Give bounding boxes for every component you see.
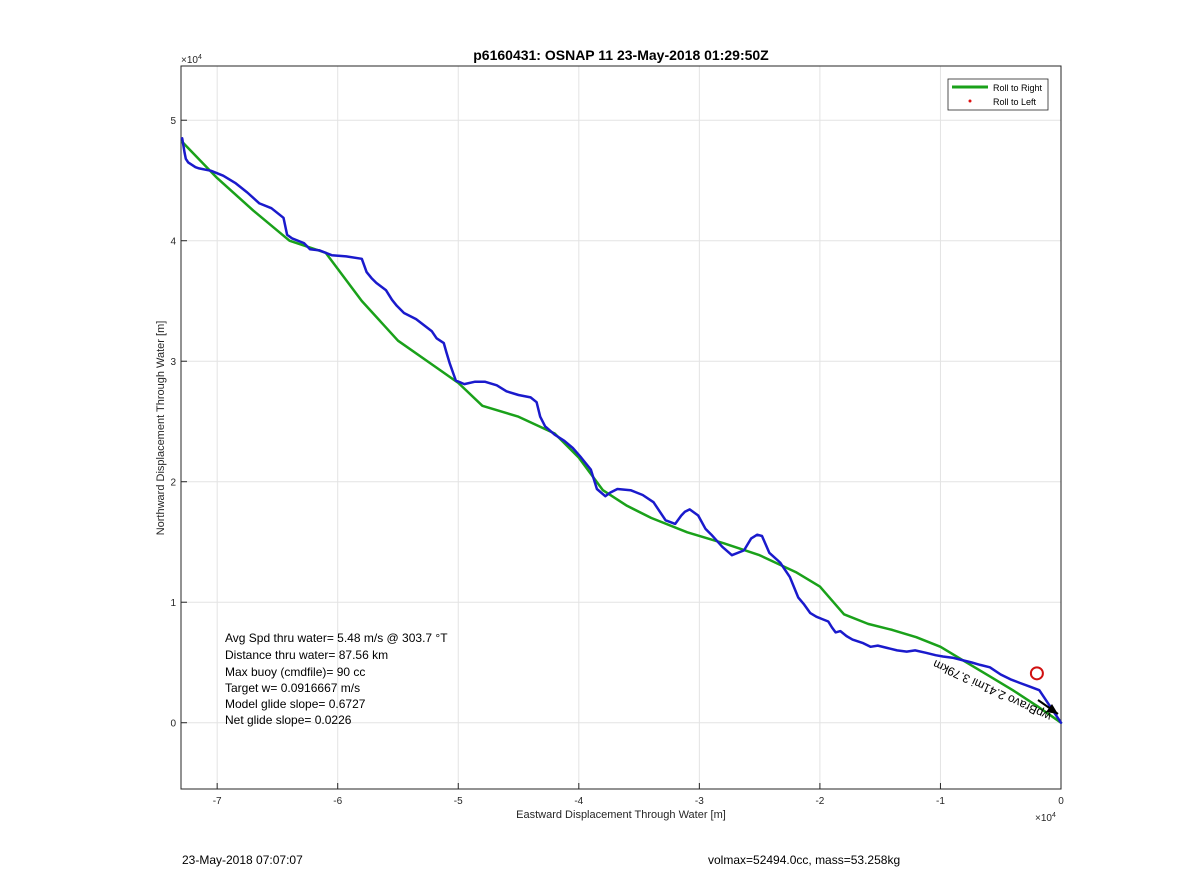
y-tick-label: 4	[170, 237, 176, 248]
x-tick-label: -3	[695, 796, 704, 807]
heading-arrow	[1037, 699, 1059, 715]
stats-block: Avg Spd thru water= 5.48 m/s @ 303.7 °T …	[225, 631, 448, 727]
y-exponent-label: ×104	[181, 54, 202, 66]
x-tick-label: -2	[815, 796, 824, 807]
y-tick-label: 2	[170, 478, 176, 489]
stat-distance: Distance thru water= 87.56 km	[225, 648, 388, 662]
y-tick-label: 3	[170, 357, 176, 368]
legend: Roll to Right Roll to Left	[947, 78, 1049, 111]
grid-lines	[181, 66, 1062, 789]
x-tick-label: -5	[454, 796, 463, 807]
stat-target-w: Target w= 0.0916667 m/s	[225, 681, 360, 695]
legend-roll-right-label: Roll to Right	[993, 83, 1043, 93]
x-tick-label: 0	[1058, 796, 1064, 807]
target-marker	[1029, 666, 1044, 681]
stat-max-buoy: Max buoy (cmdfile)= 90 cc	[225, 665, 365, 679]
stat-model-glide-slope: Model glide slope= 0.6727	[225, 697, 366, 711]
stat-avg-speed: Avg Spd thru water= 5.48 m/s @ 303.7 °T	[225, 631, 448, 645]
plot-area-frame	[180, 65, 1062, 790]
legend-roll-left-swatch	[968, 99, 972, 103]
footer-summary: volmax=52494.0cc, mass=53.258kg	[708, 853, 901, 867]
series-track-line	[180, 137, 1063, 724]
series-layer	[180, 137, 1063, 724]
y-tick-label: 5	[170, 116, 176, 127]
chart-title: p6160431: OSNAP 11 23-May-2018 01:29:50Z	[473, 47, 769, 63]
y-axis-label: Northward Displacement Through Water [m]	[155, 321, 167, 536]
stat-net-glide-slope: Net glide slope= 0.0226	[225, 713, 352, 727]
footer-timestamp: 23-May-2018 07:07:07	[182, 853, 303, 867]
x-axis-label: Eastward Displacement Through Water [m]	[516, 809, 726, 821]
series-roll-right-line	[180, 140, 1063, 724]
x-tick-label: -1	[936, 796, 945, 807]
y-tick-label: 0	[170, 719, 176, 730]
x-exponent-label: ×104	[1035, 812, 1056, 824]
y-tick-label: 1	[170, 598, 176, 609]
legend-box	[947, 78, 1049, 111]
legend-roll-left-label: Roll to Left	[993, 97, 1037, 107]
y-tick-labels: 0 1 2 3 4 5	[170, 116, 176, 730]
x-tick-labels: -7 -6 -5 -4 -3 -2 -1 0	[213, 796, 1065, 807]
x-tick-label: -4	[574, 796, 583, 807]
x-tick-label: -7	[213, 796, 222, 807]
x-tick-label: -6	[333, 796, 342, 807]
